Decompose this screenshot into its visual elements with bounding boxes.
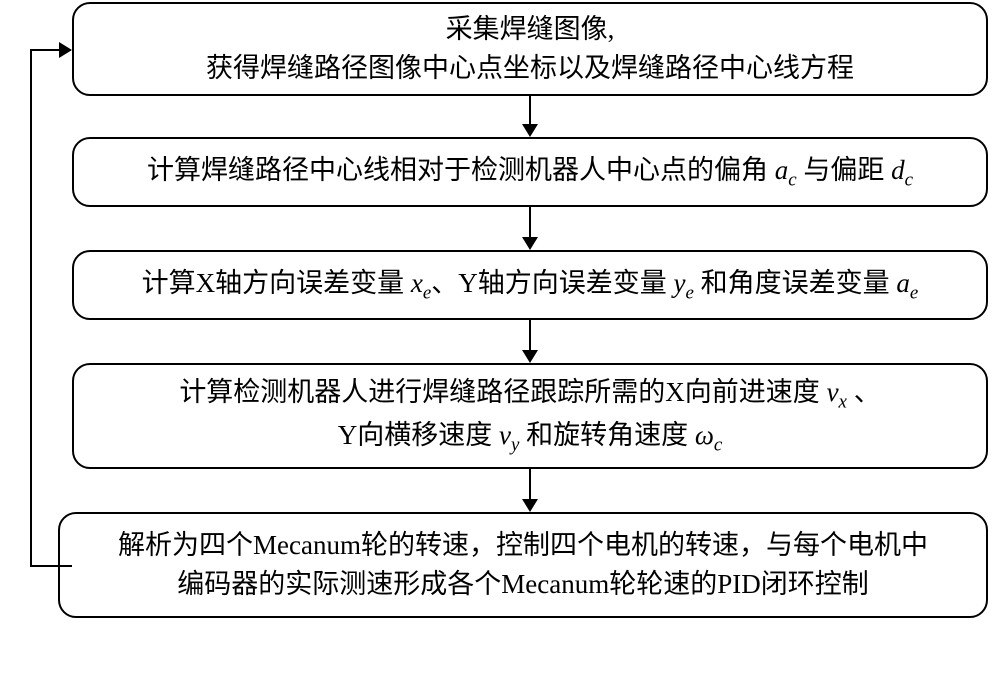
flow-box-b3: 计算X轴方向误差变量 xe、Y轴方向误差变量 ye 和角度误差变量 ae [72, 250, 988, 320]
flow-box-b2: 计算焊缝路径中心线相对于检测机器人中心点的偏角 ac 与偏距 dc [72, 137, 988, 207]
arrow-head-3 [522, 350, 538, 363]
arrow-head-2 [522, 237, 538, 250]
feedback-segment-vertical [30, 49, 32, 567]
arrow-head-1 [522, 124, 538, 137]
arrow-2 [529, 207, 531, 237]
flow-box-b5: 解析为四个Mecanum轮的转速，控制四个电机的转速，与每个电机中编码器的实际测… [58, 512, 988, 618]
flow-box-b4: 计算检测机器人进行焊缝路径跟踪所需的X向前进速度 vx 、Y向横移速度 vy 和… [72, 363, 988, 469]
feedback-arrow-head [59, 42, 72, 58]
arrow-3 [529, 320, 531, 350]
arrow-4 [529, 469, 531, 499]
flowchart-container: 采集焊缝图像,获得焊缝路径图像中心点坐标以及焊缝路径中心线方程计算焊缝路径中心线… [0, 2, 1000, 683]
flow-box-b1: 采集焊缝图像,获得焊缝路径图像中心点坐标以及焊缝路径中心线方程 [72, 2, 988, 96]
arrow-1 [529, 96, 531, 124]
feedback-segment-enter [30, 49, 59, 51]
arrow-head-4 [522, 499, 538, 512]
feedback-segment-exit [30, 565, 72, 567]
